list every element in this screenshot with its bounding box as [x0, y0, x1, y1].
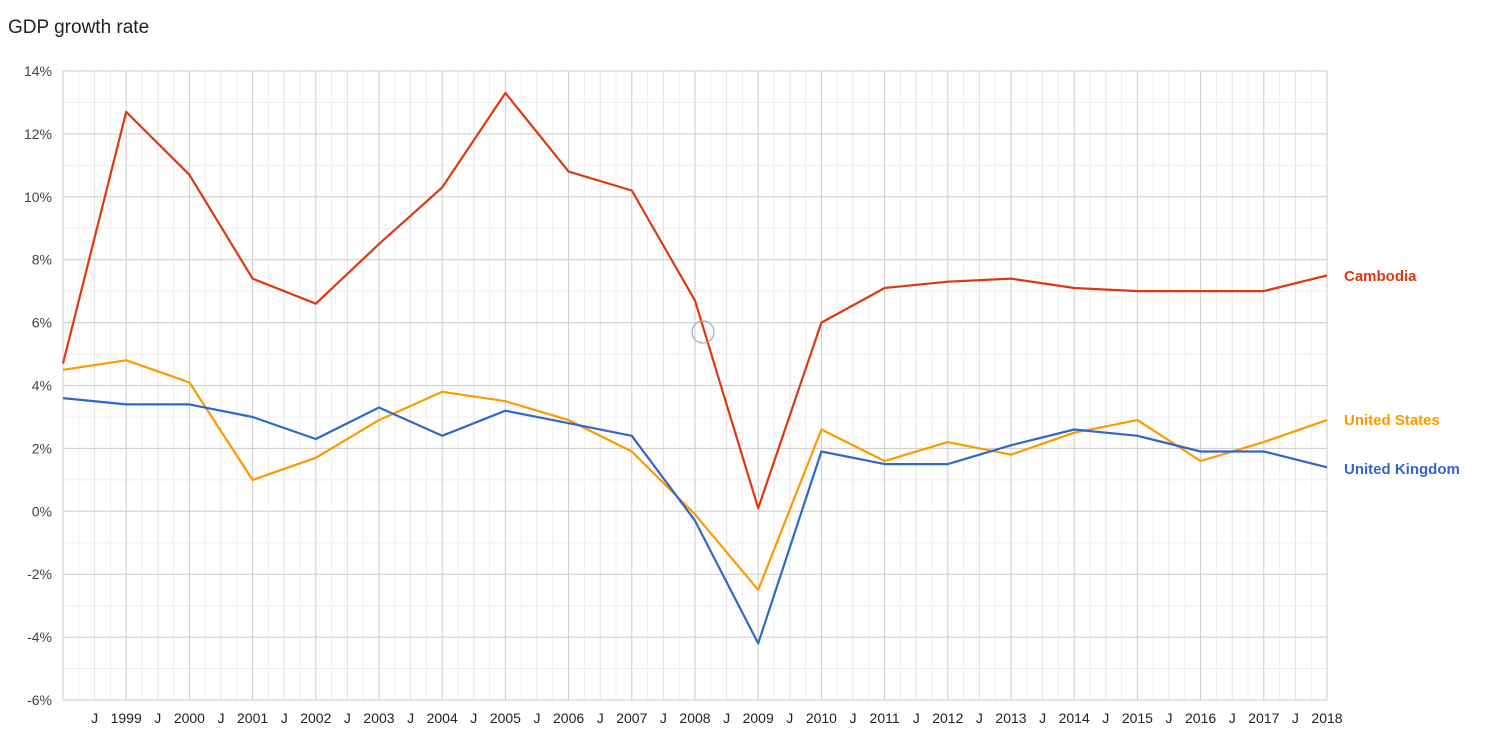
x-tick-label: 2001 — [237, 710, 268, 726]
x-tick-label: 2008 — [679, 710, 710, 726]
x-tick-label-minor: J — [976, 710, 983, 726]
y-tick-label: 6% — [32, 315, 52, 331]
y-tick-label: 8% — [32, 252, 52, 268]
x-tick-label-minor: J — [1039, 710, 1046, 726]
hover-cursor-icon — [691, 320, 715, 344]
x-tick-label-minor: J — [850, 710, 857, 726]
y-tick-label: 14% — [24, 63, 52, 79]
series-labels: Cambodia United States United Kingdom — [1344, 268, 1460, 478]
series-line-united-states[interactable] — [62, 359, 1328, 592]
x-tick-label-minor: J — [407, 710, 414, 726]
x-tick-label-minor: J — [723, 710, 730, 726]
x-tick-label: 2004 — [427, 710, 458, 726]
x-tick-label-minor: J — [470, 710, 477, 726]
x-tick-label: 2012 — [932, 710, 963, 726]
y-tick-label: -6% — [27, 692, 52, 708]
y-tick-label: -2% — [27, 566, 52, 582]
x-tick-label-minor: J — [913, 710, 920, 726]
x-tick-label: 2015 — [1122, 710, 1153, 726]
x-tick-label-minor: J — [1166, 710, 1173, 726]
y-tick-label: 10% — [24, 189, 52, 205]
y-tick-label: 0% — [32, 503, 52, 519]
x-tick-label: 2000 — [174, 710, 205, 726]
x-tick-label-minor: J — [660, 710, 667, 726]
x-tick-label: 2013 — [995, 710, 1026, 726]
major-gridlines — [62, 70, 1328, 701]
x-tick-label-minor: J — [1229, 710, 1236, 726]
x-tick-label-minor: J — [91, 710, 98, 726]
x-tick-label-minor: J — [154, 710, 161, 726]
y-tick-label: -4% — [27, 629, 52, 645]
x-tick-label: 2014 — [1059, 710, 1090, 726]
x-tick-label-minor: J — [534, 710, 541, 726]
series-line-united-kingdom[interactable] — [62, 397, 1328, 645]
x-tick-label-minor: J — [344, 710, 351, 726]
y-axis-ticks: 14% 12% 10% 8% 6% 4% 2% 0% -2% -4% -6% — [24, 63, 52, 708]
x-tick-label-minor: J — [218, 710, 225, 726]
x-tick-label-minor: J — [1292, 710, 1299, 726]
x-tick-label: 2016 — [1185, 710, 1216, 726]
x-tick-label: 2009 — [743, 710, 774, 726]
x-tick-label: 2011 — [870, 710, 900, 726]
x-tick-label-minor: J — [1102, 710, 1109, 726]
y-tick-label: 2% — [32, 440, 52, 456]
x-tick-label: 1999 — [111, 710, 142, 726]
x-axis-ticks: J 1999 J 2000 J 2001 J 2002 J 2003 J 2004 J 2005 J 2006… — [91, 710, 1343, 726]
x-tick-label: 2005 — [490, 710, 521, 726]
chart-title: GDP growth rate — [8, 17, 150, 38]
series-label-cambodia: Cambodia — [1344, 268, 1417, 285]
y-tick-label: 4% — [32, 378, 52, 394]
x-tick-label: 2018 — [1311, 710, 1342, 726]
x-tick-label-minor: J — [786, 710, 793, 726]
series-label-united-kingdom: United Kingdom — [1344, 461, 1460, 478]
series-line-cambodia[interactable] — [61, 91, 1328, 510]
x-tick-label: 2006 — [553, 710, 584, 726]
x-tick-label-minor: J — [597, 710, 604, 726]
x-tick-label: 2010 — [806, 710, 837, 726]
series-label-united-states: United States — [1344, 412, 1440, 429]
x-tick-label: 2003 — [363, 710, 394, 726]
x-tick-label-minor: J — [281, 710, 288, 726]
series-lines — [61, 91, 1328, 645]
x-tick-label: 2007 — [616, 710, 647, 726]
y-tick-label: 12% — [24, 126, 52, 142]
x-tick-label: 2017 — [1248, 710, 1279, 726]
x-tick-label: 2002 — [300, 710, 331, 726]
